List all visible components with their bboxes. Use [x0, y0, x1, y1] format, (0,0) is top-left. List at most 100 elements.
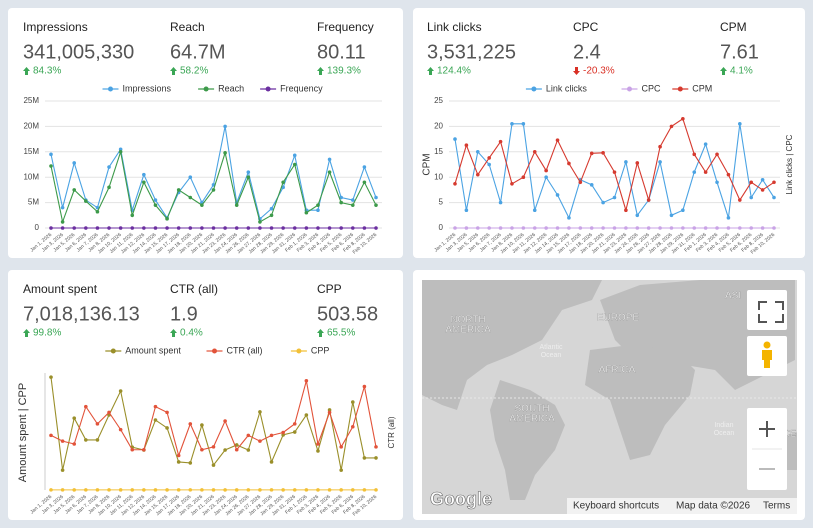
- legend-label: Frequency: [280, 83, 323, 93]
- data-point: [339, 488, 343, 492]
- data-point: [772, 226, 776, 230]
- data-point: [118, 427, 123, 432]
- y-tick-label: 10M: [23, 172, 39, 181]
- y-tick-label: 0: [35, 223, 40, 232]
- data-point: [281, 430, 285, 435]
- map-label: AFRICA: [599, 365, 636, 376]
- data-point: [362, 456, 367, 460]
- map-footer-link[interactable]: Terms: [763, 501, 790, 512]
- data-point: [292, 488, 297, 492]
- data-point: [658, 160, 662, 164]
- data-point: [118, 150, 123, 154]
- data-point: [567, 161, 571, 166]
- trend-arrow: [573, 67, 580, 75]
- data-point: [258, 488, 262, 492]
- data-point: [612, 170, 617, 174]
- data-point: [200, 203, 204, 207]
- data-point: [72, 416, 77, 420]
- trend-arrow: [23, 67, 30, 75]
- kpi-label: CPP: [317, 282, 342, 296]
- data-point: [95, 209, 100, 214]
- data-point: [738, 198, 742, 202]
- y-axis-label: Amount spent | CPP: [17, 383, 29, 482]
- data-point: [84, 199, 88, 203]
- legend-marker: [296, 348, 302, 354]
- y-tick-label: 25M: [23, 96, 39, 105]
- data-point: [589, 151, 594, 156]
- data-point: [658, 144, 662, 149]
- data-point: [304, 210, 309, 215]
- data-point: [223, 448, 227, 452]
- legend-marker: [110, 348, 116, 354]
- kpi-change: 124.4%: [437, 66, 471, 77]
- land: [490, 380, 565, 500]
- kpi-change: 99.8%: [33, 328, 61, 339]
- data-point: [681, 226, 685, 230]
- y-tick-label: 5: [439, 198, 444, 207]
- data-point: [60, 220, 65, 224]
- data-point: [350, 488, 355, 492]
- data-point: [749, 180, 754, 185]
- data-point: [165, 217, 169, 221]
- data-point: [246, 433, 251, 438]
- map-footer-link[interactable]: Map data ©2026: [676, 501, 751, 512]
- data-point: [327, 226, 332, 230]
- data-point: [510, 122, 514, 126]
- data-point: [153, 198, 158, 202]
- data-point: [339, 195, 343, 200]
- data-point: [49, 433, 53, 438]
- data-point: [374, 456, 378, 460]
- data-point: [49, 152, 53, 157]
- data-point: [142, 447, 146, 452]
- data-point: [130, 488, 135, 492]
- data-point: [635, 226, 640, 230]
- y-tick-label: 15: [434, 147, 443, 156]
- data-point: [234, 447, 239, 452]
- data-point: [464, 226, 469, 230]
- data-point: [327, 410, 332, 415]
- data-point: [176, 226, 181, 230]
- data-point: [211, 188, 216, 192]
- data-point: [188, 461, 193, 465]
- kpi-change: -20.3%: [583, 66, 615, 77]
- data-point: [646, 226, 651, 230]
- data-point: [269, 433, 274, 438]
- trend-arrow: [720, 67, 727, 75]
- data-point: [487, 162, 491, 167]
- map-canvas: NORTHAMERICAEUROPEAFRICASOUTHAMERICAASIA…: [422, 280, 797, 514]
- data-point: [223, 124, 227, 129]
- data-point: [130, 226, 135, 230]
- data-point: [510, 226, 514, 230]
- data-point: [521, 122, 526, 126]
- data-point: [692, 170, 697, 174]
- data-point: [624, 160, 628, 164]
- legend-marker: [203, 86, 209, 92]
- fullscreen-icon: [758, 301, 784, 323]
- data-point: [339, 200, 343, 205]
- map-footer-link[interactable]: Keyboard shortcuts: [573, 501, 659, 512]
- data-point: [669, 226, 674, 230]
- data-point: [258, 410, 262, 414]
- data-point: [624, 226, 628, 230]
- kpi-value: 503.58: [317, 303, 378, 325]
- data-point: [475, 226, 480, 230]
- kpi-label: CTR (all): [170, 282, 218, 296]
- data-point: [510, 182, 514, 186]
- data-point: [327, 157, 332, 162]
- legend-marker: [627, 86, 632, 92]
- y-tick-label: 25: [434, 96, 443, 105]
- data-point: [715, 152, 719, 157]
- map-label: NORTH: [450, 315, 485, 326]
- data-point: [544, 175, 548, 179]
- data-point: [316, 449, 320, 453]
- data-point: [601, 200, 605, 205]
- data-point: [269, 460, 274, 464]
- kpi-change: 65.5%: [327, 328, 355, 339]
- y-tick-label: 20M: [23, 122, 39, 131]
- fullscreen-button[interactable]: [747, 290, 787, 330]
- data-point: [107, 185, 111, 190]
- data-point: [703, 142, 708, 146]
- data-point: [760, 188, 765, 192]
- data-point: [374, 445, 378, 449]
